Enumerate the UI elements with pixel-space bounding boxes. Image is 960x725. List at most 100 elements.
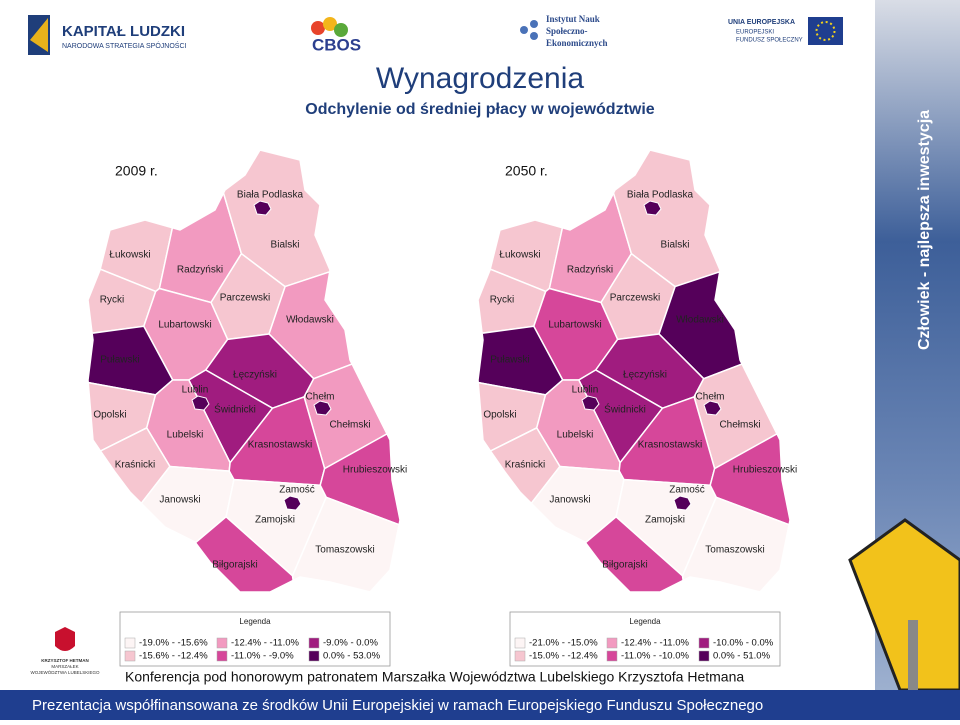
patron-text: Konferencja pod honorowym patronatem Mar… xyxy=(125,669,744,685)
region xyxy=(194,515,294,593)
region-label: Janowski xyxy=(159,495,200,506)
region-label: Zamojski xyxy=(255,515,295,526)
legend-label: -10.0% - 0.0% xyxy=(713,638,774,649)
region-label: Łukowski xyxy=(499,250,540,261)
logo-icon xyxy=(334,23,348,37)
legend-swatch xyxy=(514,650,526,662)
region-label: Lublin xyxy=(572,385,599,396)
legend-swatch xyxy=(216,637,228,649)
city xyxy=(643,200,662,216)
city xyxy=(313,400,332,416)
region-label: Kraśnicki xyxy=(115,460,156,471)
region-label: Zamojski xyxy=(645,515,685,526)
legend-label: -12.4% - -11.0% xyxy=(231,638,299,649)
patron-caption: WOJEWÓDZTWA LUBELSKIEGO xyxy=(30,669,100,675)
legend-label: -15.6% - -12.4% xyxy=(139,651,208,662)
region xyxy=(584,515,684,593)
region-label: Puławski xyxy=(100,355,139,366)
region-label: Radzyński xyxy=(567,265,613,276)
logo-text: Ekonomicznych xyxy=(546,38,608,48)
logo-text: EUROPEJSKI xyxy=(736,30,774,36)
legend-title: Legenda xyxy=(239,617,271,626)
logo-text: Społeczno- xyxy=(546,26,588,36)
title: Wynagrodzenia xyxy=(376,62,584,95)
region-label: Krasnostawski xyxy=(248,440,312,451)
logo-icon xyxy=(30,18,48,52)
legend-label: -11.0% - -9.0% xyxy=(231,651,294,662)
legend-swatch xyxy=(124,650,136,662)
region-label: Lubelski xyxy=(557,430,594,441)
region-label: Łęczyński xyxy=(233,370,277,381)
legend-label: -21.0% - -15.0% xyxy=(529,638,598,649)
city xyxy=(703,400,722,416)
region-label: Krasnostawski xyxy=(638,440,702,451)
region-label: Lubartowski xyxy=(158,320,211,331)
region-label: Włodawski xyxy=(676,315,724,326)
footer-text: Prezentacja współfinansowana ze środków … xyxy=(32,697,763,714)
region-label: Zamość xyxy=(669,485,705,496)
legend-swatch xyxy=(606,650,618,662)
region-label: Zamość xyxy=(279,485,315,496)
logo-icon xyxy=(520,26,528,34)
logo-text: CBOS xyxy=(312,35,361,54)
region-label: Janowski xyxy=(549,495,590,506)
region xyxy=(291,496,400,593)
region-label: Włodawski xyxy=(286,315,334,326)
legend-box xyxy=(119,611,391,667)
region-label: Biłgorajski xyxy=(212,560,258,571)
region-label: Opolski xyxy=(93,410,126,421)
logo-text: UNIA EUROPEJSKA xyxy=(728,19,795,26)
legend-box xyxy=(509,611,781,667)
patron-caption: KRZYSZTOF HETMAN xyxy=(41,658,88,663)
region-label: Rycki xyxy=(490,295,514,306)
city xyxy=(673,495,692,511)
region-label: Rycki xyxy=(100,295,124,306)
logo-text: KAPITAŁ LUDZKI xyxy=(62,23,185,40)
region-label: Chełm xyxy=(696,392,725,403)
map-year: 2009 r. xyxy=(115,163,158,179)
legend-swatch xyxy=(216,650,228,662)
region-label: Kraśnicki xyxy=(505,460,546,471)
legend-swatch xyxy=(308,637,320,649)
city xyxy=(191,395,210,411)
region-label: Biłgorajski xyxy=(602,560,648,571)
footer-bar xyxy=(0,690,960,720)
region-label: Biała Podlaska xyxy=(627,190,694,201)
legend-label: 0.0% - 53.0% xyxy=(323,651,381,662)
legend-swatch xyxy=(698,637,710,649)
eu-stars xyxy=(815,21,836,41)
legend-swatch xyxy=(124,637,136,649)
region-label: Lublin xyxy=(182,385,209,396)
road-sign xyxy=(848,518,960,692)
legend-label: -9.0% - 0.0% xyxy=(323,638,378,649)
region-label: Parczewski xyxy=(610,293,661,304)
logo-text: FUNDUSZ SPOŁECZNY xyxy=(736,38,803,44)
legend-label: 0.0% - 51.0% xyxy=(713,651,771,662)
logo-icon xyxy=(311,21,325,35)
legend-swatch xyxy=(698,650,710,662)
patron-caption: MARSZAŁEK xyxy=(51,664,78,669)
region-label: Tomaszowski xyxy=(315,545,374,556)
region-label: Chełm xyxy=(306,392,335,403)
region-label: Chełmski xyxy=(719,420,760,431)
region-label: Łukowski xyxy=(109,250,150,261)
legend-swatch xyxy=(606,637,618,649)
region-label: Opolski xyxy=(483,410,516,421)
coat-of-arms xyxy=(55,627,75,651)
legend-label: -15.0% - -12.4% xyxy=(529,651,598,662)
region-label: Bialski xyxy=(271,240,300,251)
region-label: Świdnicki xyxy=(604,403,646,416)
region-label: Tomaszowski xyxy=(705,545,764,556)
city xyxy=(283,495,302,511)
region-label: Hrubieszowski xyxy=(343,465,407,476)
logo-icon xyxy=(323,17,337,31)
logo-text: NARODOWA STRATEGIA SPÓJNOŚCI xyxy=(62,41,187,50)
region-label: Świdnicki xyxy=(214,403,256,416)
city xyxy=(581,395,600,411)
subtitle: Odchylenie od średniej płacy w województ… xyxy=(305,101,655,118)
region-label: Chełmski xyxy=(329,420,370,431)
region-label: Puławski xyxy=(490,355,529,366)
maps: 2009 r. Biała Podlaska Łukowski Radzyński Bi… xyxy=(87,149,797,667)
